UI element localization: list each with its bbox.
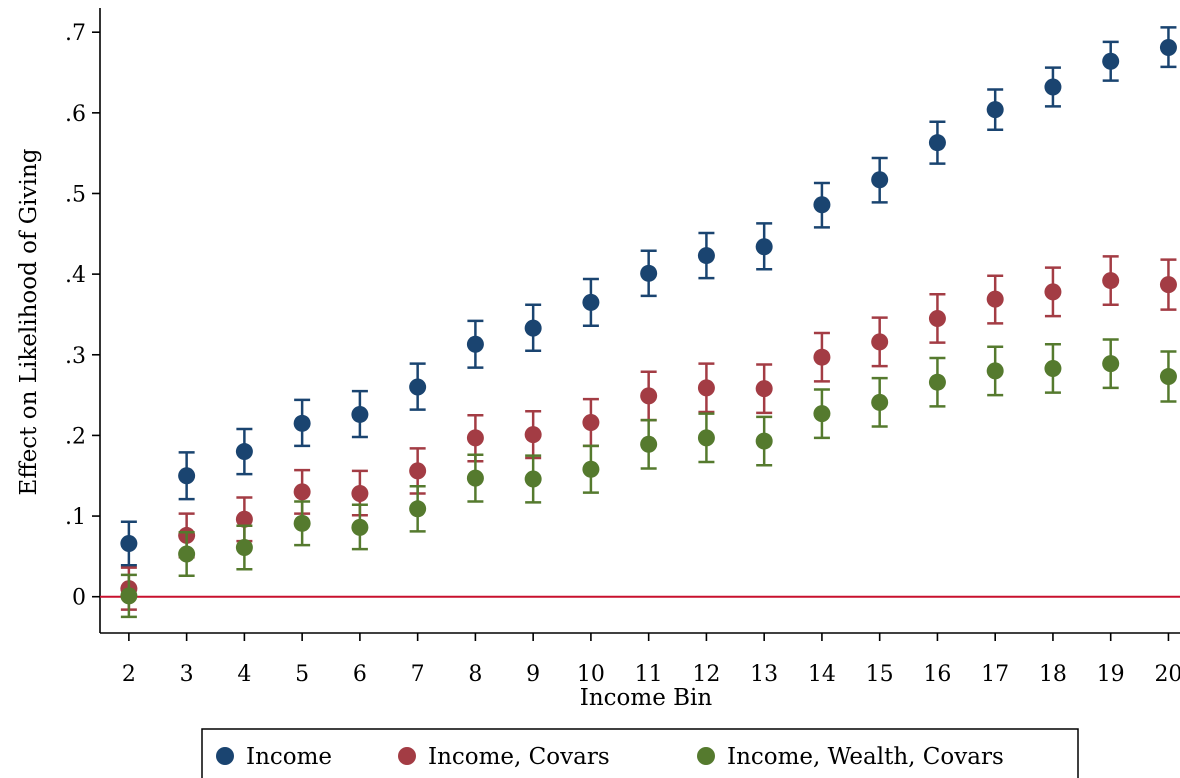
point-income-covars — [928, 309, 946, 327]
y-tick-label: .1 — [65, 505, 86, 530]
point-income-wealth-covars — [293, 514, 311, 532]
legend-box — [201, 728, 1079, 778]
x-tick-label: 9 — [526, 662, 540, 687]
x-tick-label: 12 — [692, 662, 720, 687]
point-income — [871, 171, 889, 189]
point-income-wealth-covars — [409, 500, 427, 518]
x-tick-label: 16 — [923, 662, 951, 687]
point-income-wealth-covars — [582, 460, 600, 478]
point-income — [1102, 52, 1120, 70]
x-tick-label: 14 — [808, 662, 836, 687]
point-income — [755, 238, 773, 256]
legend-marker-income-wealth-covars — [697, 747, 715, 765]
point-income-wealth-covars — [813, 405, 831, 423]
y-tick-label: 0 — [72, 586, 86, 611]
point-income-wealth-covars — [640, 435, 658, 453]
point-income-covars — [640, 387, 658, 405]
point-income-covars — [813, 348, 831, 366]
point-income-covars — [697, 379, 715, 397]
point-income-wealth-covars — [120, 587, 138, 605]
point-income — [293, 414, 311, 432]
point-income-wealth-covars — [755, 432, 773, 450]
point-income-wealth-covars — [466, 469, 484, 487]
point-income — [582, 293, 600, 311]
point-income-covars — [524, 426, 542, 444]
x-axis-title: Income Bin — [580, 685, 713, 711]
point-income — [524, 319, 542, 337]
point-income-covars — [986, 290, 1004, 308]
point-income — [235, 443, 253, 461]
legend: Income Income, Covars Income, Wealth, Co… — [201, 728, 1079, 778]
point-income — [697, 247, 715, 265]
y-axis-title: Effect on Likelihood of Giving — [16, 148, 42, 495]
y-tick-label: .7 — [65, 21, 86, 46]
point-income — [986, 101, 1004, 119]
x-tick-label: 2 — [122, 662, 136, 687]
point-income-covars — [1044, 283, 1062, 301]
legend-label-income-covars: Income, Covars — [428, 744, 610, 770]
point-income — [466, 335, 484, 353]
y-tick-label: .2 — [65, 424, 86, 449]
point-income-wealth-covars — [986, 362, 1004, 380]
point-income-wealth-covars — [1044, 359, 1062, 377]
point-income-wealth-covars — [697, 429, 715, 447]
point-income — [351, 405, 369, 423]
point-income-covars — [235, 510, 253, 528]
plot-area: 0 .1 .2 .3 .4 .5 .6 .7 2 3 4 5 6 7 8 9 10 11 12 13 14 15 16 17 1… — [65, 8, 1180, 687]
point-income — [928, 134, 946, 152]
point-income-wealth-covars — [871, 393, 889, 411]
x-tick-label: 15 — [866, 662, 894, 687]
x-tick-label: 18 — [1039, 662, 1067, 687]
point-income-wealth-covars — [178, 545, 196, 563]
point-income-wealth-covars — [351, 518, 369, 536]
point-income-wealth-covars — [524, 470, 542, 488]
x-tick-label: 10 — [577, 662, 605, 687]
x-tick-label: 13 — [750, 662, 778, 687]
point-income-covars — [293, 483, 311, 501]
x-tick-label: 3 — [180, 662, 194, 687]
point-income — [178, 467, 196, 485]
x-tick-label: 20 — [1154, 662, 1180, 687]
point-income — [813, 196, 831, 214]
legend-label-income-wealth-covars: Income, Wealth, Covars — [727, 744, 1004, 770]
point-income — [1159, 39, 1177, 57]
x-tick-label: 11 — [635, 662, 663, 687]
point-income-wealth-covars — [235, 539, 253, 557]
legend-marker-income-covars — [398, 747, 416, 765]
point-income-covars — [466, 429, 484, 447]
x-tick-label: 5 — [295, 662, 309, 687]
point-income-covars — [1159, 276, 1177, 294]
x-tick-label: 19 — [1097, 662, 1125, 687]
point-income — [120, 534, 138, 552]
point-income-covars — [409, 462, 427, 480]
point-income-wealth-covars — [1102, 355, 1120, 373]
x-tick-label: 8 — [468, 662, 482, 687]
point-income-covars — [755, 380, 773, 398]
legend-marker-income — [216, 747, 234, 765]
y-tick-label: .5 — [65, 182, 86, 207]
point-income-covars — [871, 333, 889, 351]
legend-label-income: Income — [246, 744, 332, 770]
point-income — [1044, 78, 1062, 96]
x-tick-label: 6 — [353, 662, 367, 687]
point-income-wealth-covars — [1159, 368, 1177, 386]
x-tick-label: 7 — [411, 662, 425, 687]
point-income-wealth-covars — [928, 373, 946, 391]
point-income — [409, 378, 427, 396]
y-tick-label: .4 — [65, 263, 86, 288]
point-income-covars — [351, 484, 369, 502]
y-tick-label: .6 — [65, 102, 86, 127]
y-tick-label: .3 — [65, 344, 86, 369]
point-income-covars — [582, 414, 600, 432]
point-income — [640, 264, 658, 282]
x-tick-label: 4 — [237, 662, 251, 687]
point-income-covars — [1102, 272, 1120, 290]
x-tick-label: 17 — [981, 662, 1009, 687]
